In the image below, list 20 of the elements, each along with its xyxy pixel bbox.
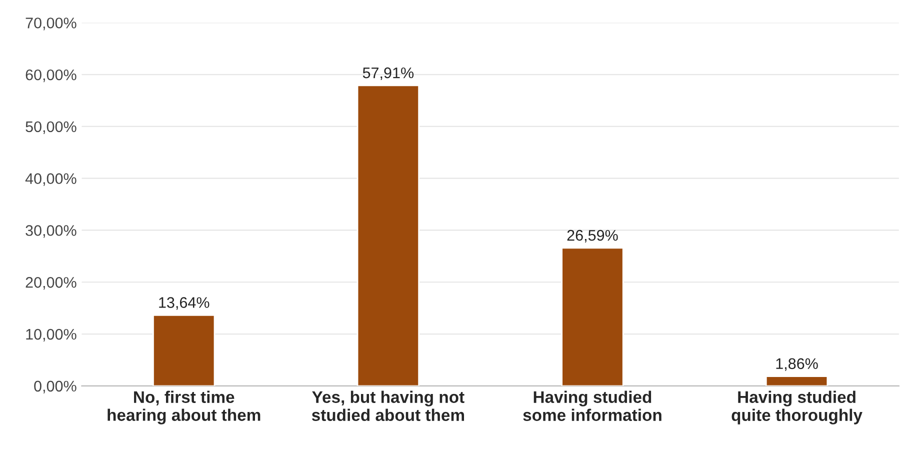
data-label: 57,91%	[362, 67, 414, 80]
y-tick-label: 40,00%	[25, 173, 76, 186]
bar	[765, 376, 828, 386]
bar	[152, 314, 216, 386]
y-tick-label: 30,00%	[26, 225, 76, 238]
data-label: 1,86%	[776, 358, 818, 371]
x-tick-label: Having studied some information	[523, 390, 662, 422]
y-tick-label: 70,00%	[26, 18, 76, 30]
y-tick-label: 10,00%	[26, 328, 76, 342]
bar	[561, 247, 624, 386]
x-tick-label: Having studied quite thoroughly	[732, 390, 862, 424]
y-tick-label: 50,00%	[26, 121, 76, 134]
data-label: 13,64%	[159, 297, 210, 310]
x-tick-label: Yes, but having not studied about them	[312, 390, 464, 422]
x-tick-label: No, first time hearing about them	[108, 390, 260, 424]
bar	[356, 84, 420, 386]
y-tick-label: 60,00%	[26, 69, 76, 82]
y-tick-label: 20,00%	[26, 276, 76, 290]
data-label: 26,59%	[567, 230, 618, 243]
y-tick-label: 0,00%	[34, 380, 76, 394]
